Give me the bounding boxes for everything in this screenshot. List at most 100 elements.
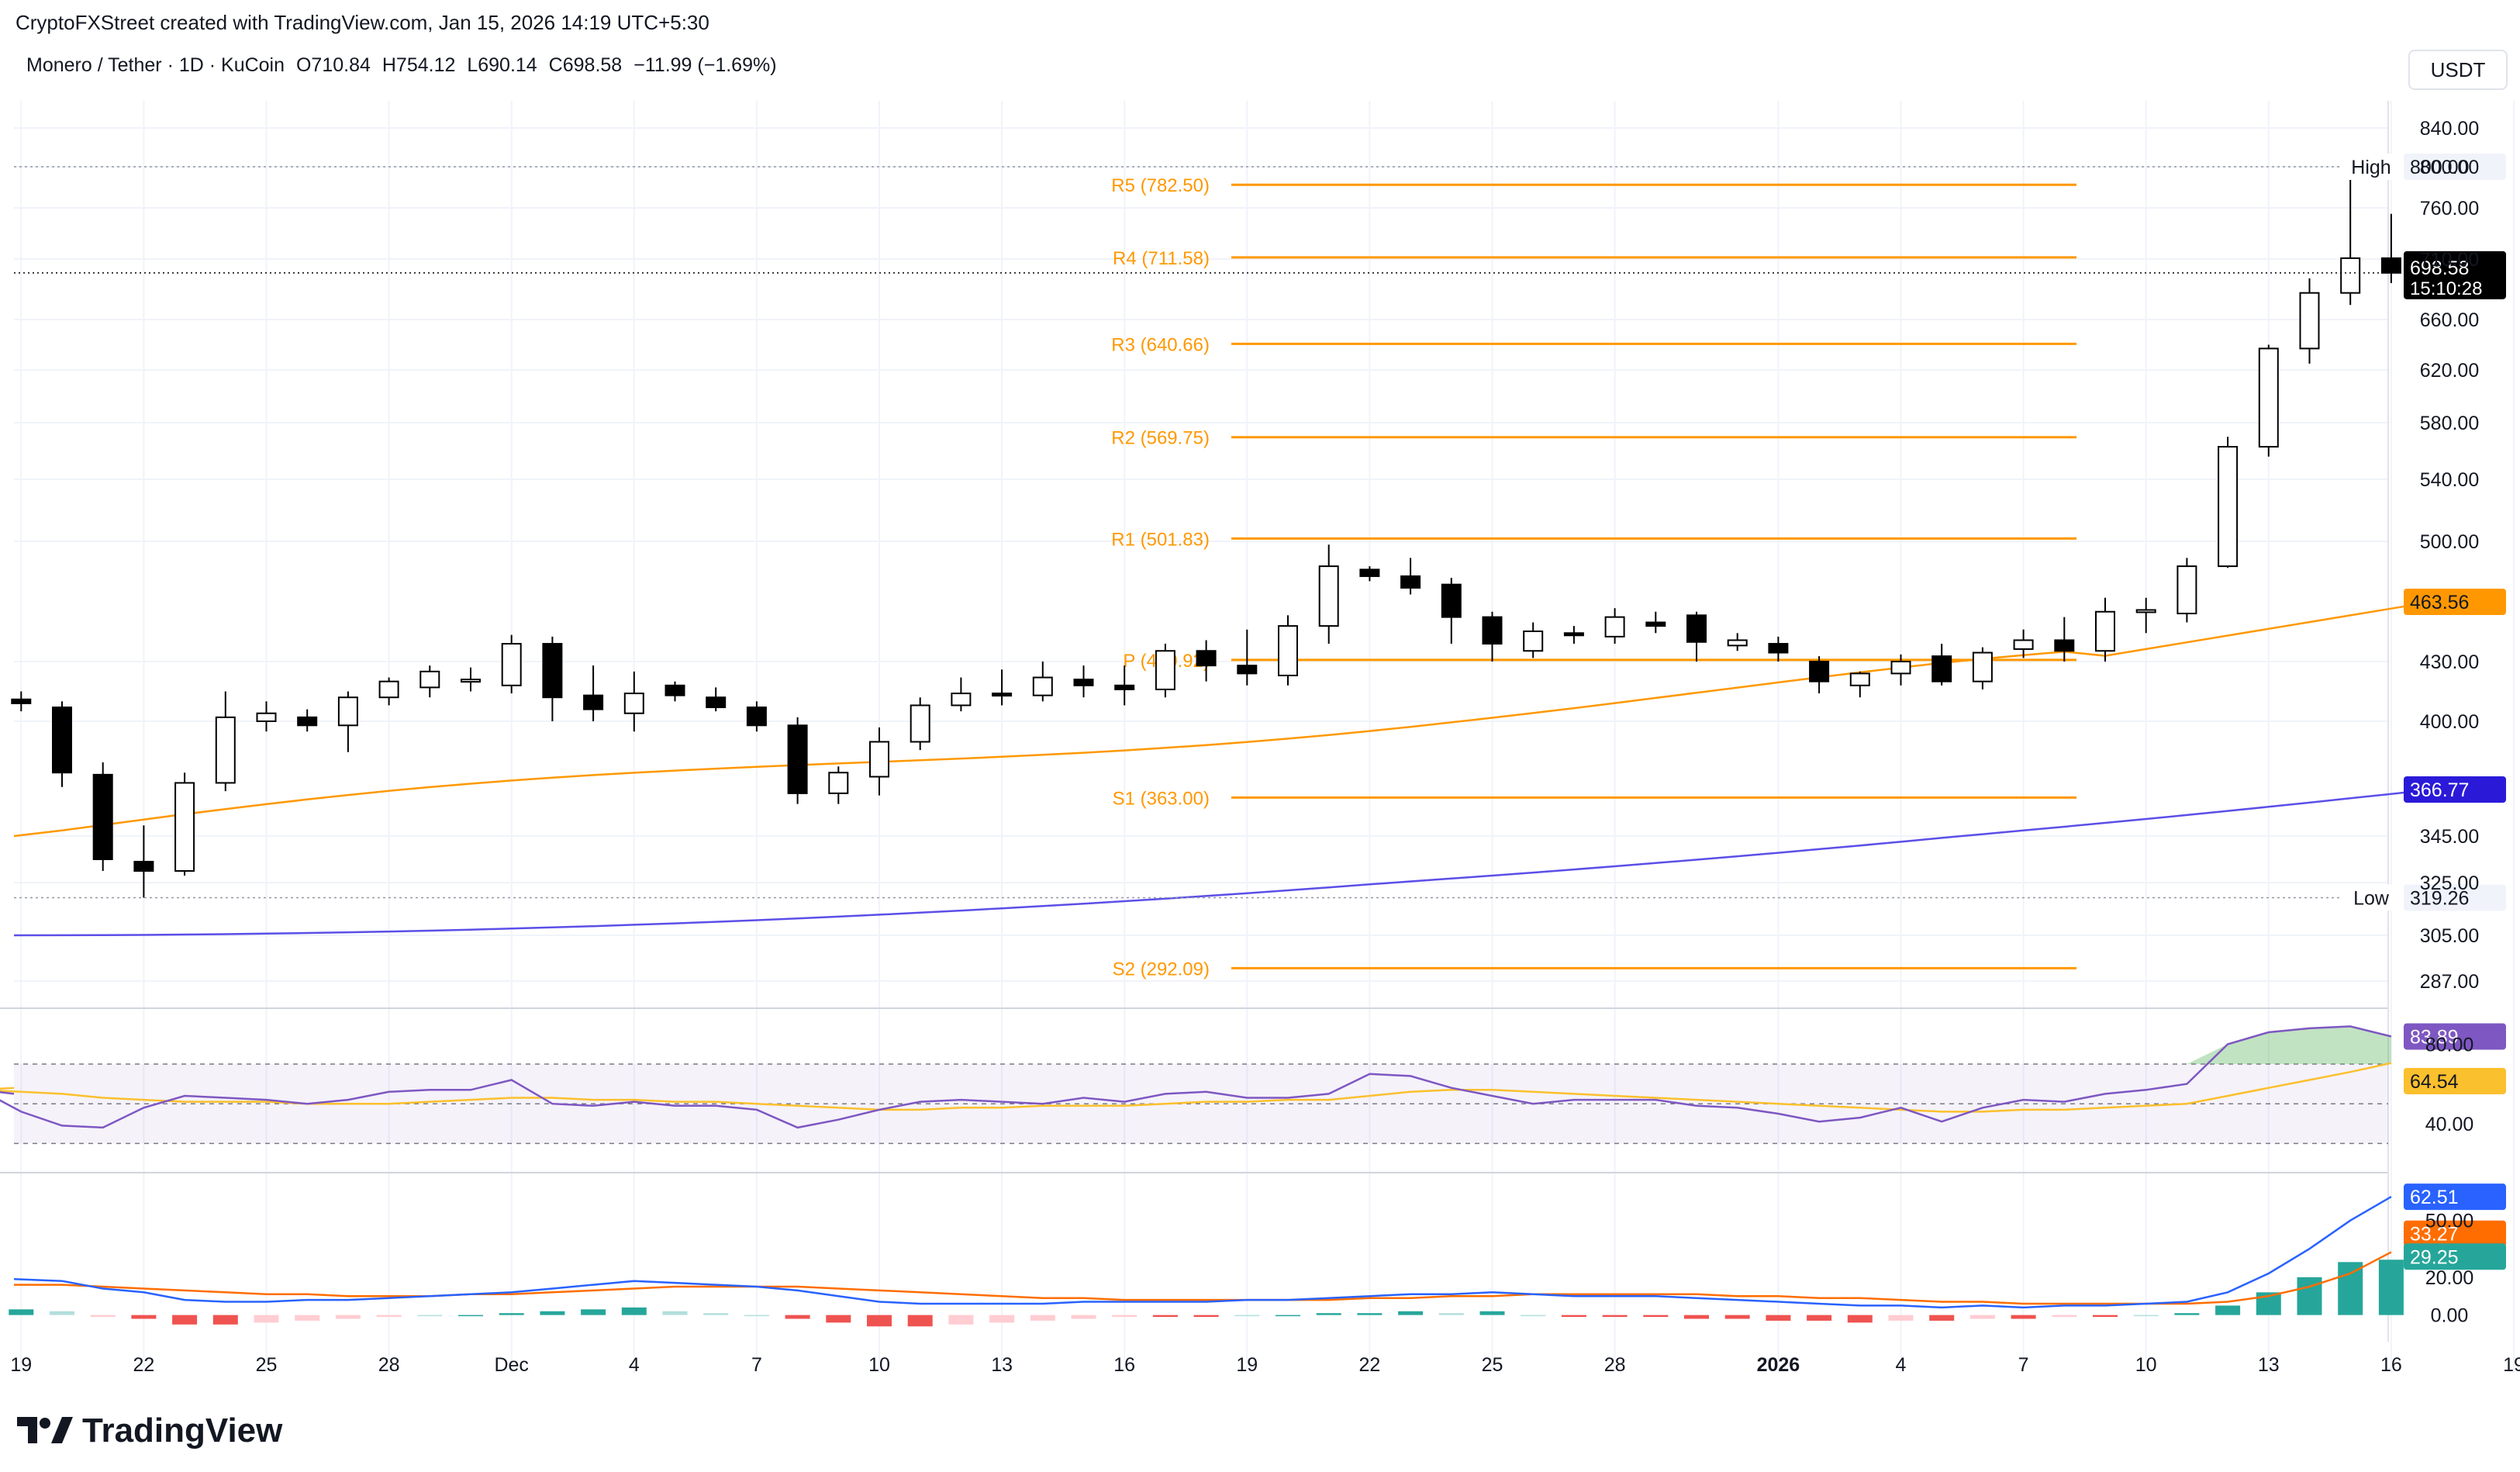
time-tick-label: 16 (2380, 1354, 2402, 1376)
time-tick-label: 28 (1604, 1354, 1626, 1376)
pivot-label: R2 (569.75) (1111, 428, 1210, 449)
macd-histogram-bar (1969, 1315, 1995, 1319)
macd-histogram-bar (989, 1315, 1015, 1323)
macd-histogram-bar (1357, 1313, 1383, 1315)
rsi-ma-value-tag-text: 64.54 (2410, 1071, 2459, 1093)
macd-signal-value-tag: 33.27 (2404, 1220, 2506, 1247)
macd-histogram-bar (1602, 1315, 1628, 1318)
macd-histogram-bar (540, 1311, 565, 1315)
sma-slow-tag-text: 366.77 (2410, 779, 2469, 801)
time-tick-label: 4 (1896, 1354, 1907, 1376)
candle-body (2095, 610, 2115, 652)
ohlc-close: C698.58 (548, 54, 623, 76)
macd-value-tag: 62.51 (2404, 1183, 2506, 1211)
macd-histogram-bar (2052, 1315, 2077, 1318)
tradingview-logo-icon (17, 1417, 73, 1443)
time-tick-label: 25 (256, 1354, 278, 1376)
sma-fast-tag: 463.56 (2404, 589, 2506, 615)
sma-fast-tag-text: 463.56 (2410, 592, 2469, 613)
macd-histogram-bar (785, 1315, 810, 1319)
price-tick-label: 710.00 (2420, 249, 2479, 271)
rsi-band-fill (14, 1064, 2388, 1144)
time-tick-label: 13 (991, 1354, 1013, 1376)
candle-body (787, 724, 808, 794)
macd-histogram-bar (907, 1315, 933, 1327)
time-tick-label: 7 (2018, 1354, 2029, 1376)
candle-body (910, 704, 930, 743)
candle-body (1114, 684, 1135, 690)
time-tick-label: 19 (1236, 1354, 1258, 1376)
macd-histogram-bar (50, 1311, 74, 1315)
macd-histogram-bar (1888, 1315, 1914, 1321)
candle-body (992, 693, 1013, 697)
time-tick-label: 13 (2258, 1354, 2280, 1376)
rsi-ma-line (0, 1062, 2392, 1113)
low-price-tag: 319.26 (2404, 884, 2506, 911)
candle-body (1155, 650, 1175, 690)
candle-body (501, 643, 522, 686)
candle-body (2258, 347, 2279, 448)
candle-body (1768, 643, 1789, 654)
candle-body (951, 693, 972, 707)
candle-body (1645, 621, 1666, 627)
price-tick-label: 430.00 (2420, 651, 2479, 673)
time-tick-label: 22 (133, 1354, 154, 1376)
high-price-tag-bg (2404, 154, 2506, 180)
macd-histogram-bar (1112, 1315, 1137, 1318)
candle-body (92, 773, 113, 861)
candle-body (52, 707, 72, 774)
macd-histogram-bar (376, 1315, 402, 1318)
macd-histogram-bar (1479, 1311, 1505, 1315)
rsi-tick-label: 80.00 (2425, 1034, 2474, 1056)
candle-body (1237, 665, 1258, 675)
macd-histogram-bar (1684, 1315, 1709, 1319)
macd-histogram-bar (2215, 1305, 2241, 1315)
candle-body (2177, 565, 2197, 615)
candle-body (2340, 257, 2361, 294)
macd-histogram-bar (295, 1315, 320, 1321)
candle-body (2218, 446, 2239, 568)
rsi-tick-label: 40.00 (2425, 1114, 2474, 1135)
candle-body (256, 712, 277, 723)
macd-histogram-bar (335, 1315, 361, 1319)
macd-histogram-bar (1030, 1315, 1055, 1321)
macd-histogram-bar (9, 1309, 34, 1315)
macd-histogram-bar (2093, 1315, 2118, 1318)
pivot-label: S2 (292.09) (1113, 959, 1210, 980)
currency-button[interactable]: USDT (2408, 50, 2508, 90)
macd-histogram-bar (703, 1313, 729, 1315)
pivot-label: S1 (363.00) (1113, 788, 1210, 809)
sma-slow-tag: 366.77 (2404, 776, 2506, 803)
price-tick-label: 345.00 (2420, 826, 2479, 848)
candle-body (1563, 632, 1584, 637)
time-tick-label: 16 (1113, 1354, 1135, 1376)
candle-body (1359, 568, 1380, 577)
candle-body (461, 679, 481, 683)
rsi-overbought-fill (2187, 1026, 2391, 1064)
macd-histogram-bar (621, 1307, 647, 1315)
candle-body (2380, 257, 2401, 274)
attribution-text: CryptoFXStreet created with TradingView.… (16, 11, 709, 34)
price-tick-label: 287.00 (2420, 971, 2479, 993)
macd-histogram-bar (662, 1311, 688, 1315)
time-tick-label: 28 (378, 1354, 400, 1376)
macd-histogram-bar (1438, 1313, 1464, 1315)
tradingview-logo[interactable]: TradingView (17, 1412, 282, 1450)
macd-histogram-bar (2133, 1315, 2159, 1317)
macd-histogram-bar (1766, 1315, 1791, 1321)
macd-histogram-bar (2174, 1313, 2200, 1315)
ohlc-high: H754.12 (381, 54, 456, 76)
time-tick-label: 10 (2135, 1354, 2157, 1376)
time-tick-label: 10 (868, 1354, 890, 1376)
candle-body (1400, 575, 1421, 589)
low-label: Low (2353, 888, 2390, 910)
candle-body (746, 707, 767, 727)
rsi-line (0, 1025, 2392, 1129)
symbol-name[interactable]: Monero / Tether · 1D · KuCoin (26, 54, 285, 76)
candle-body (297, 716, 318, 727)
price-tick-label: 305.00 (2420, 925, 2479, 947)
high-price-tag-text: 800.00 (2410, 157, 2469, 178)
macd-histogram-bar (1929, 1315, 1955, 1321)
candle-body (1441, 583, 1462, 618)
